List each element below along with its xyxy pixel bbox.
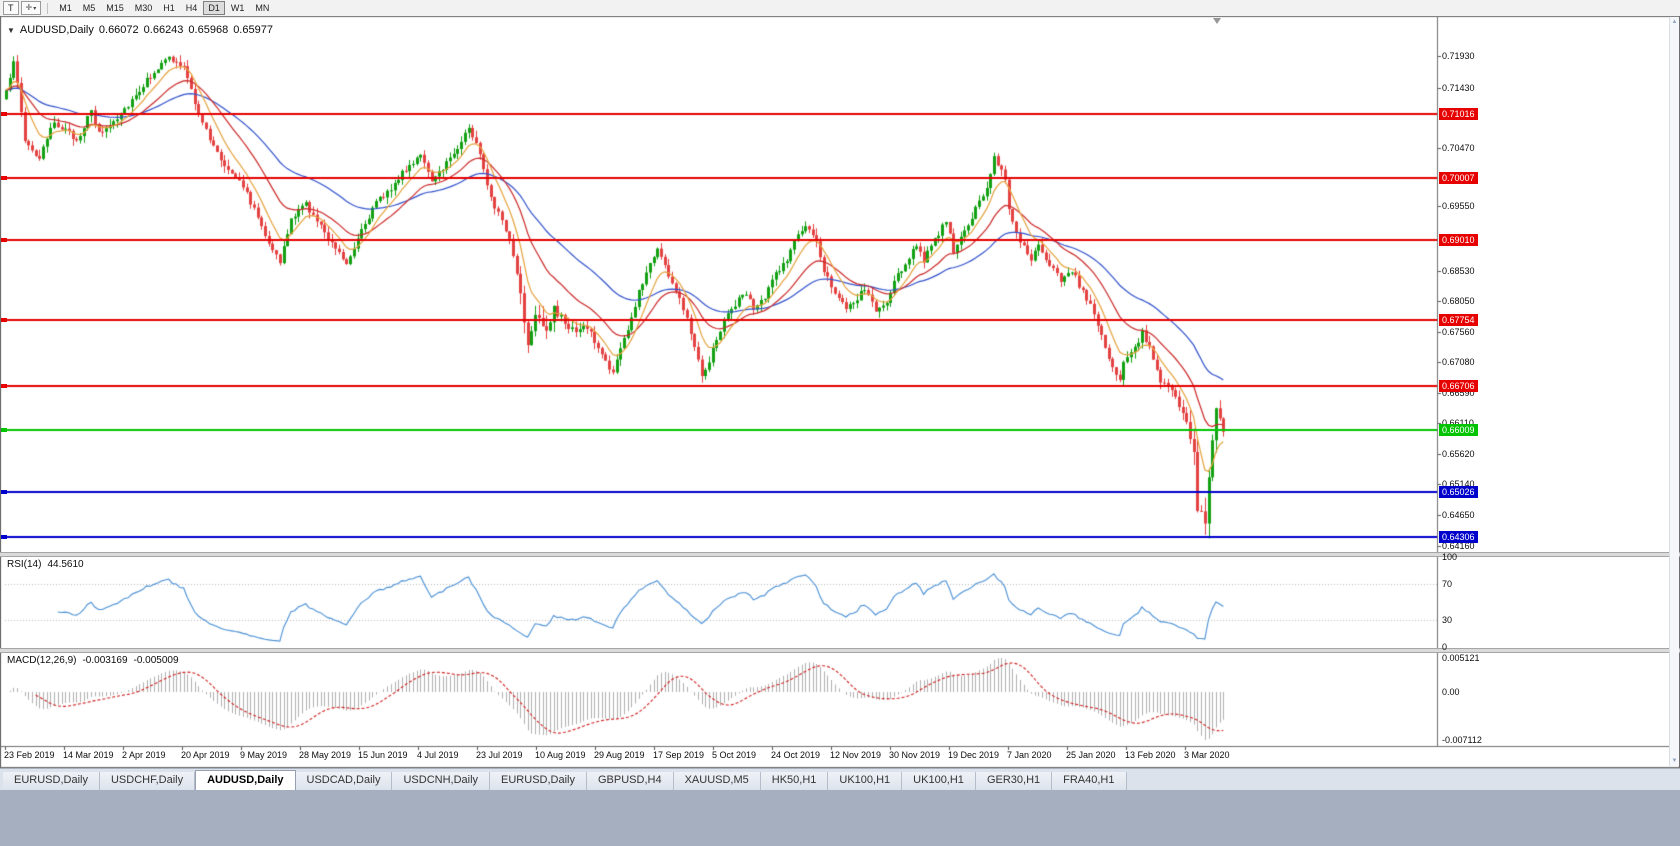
status-bar (0, 790, 1680, 846)
chart-symbol: AUDUSD,Daily (19, 24, 94, 36)
chart-tab-eurusd-daily-0[interactable]: EURUSD,Daily (3, 772, 100, 790)
template-button[interactable]: T (3, 1, 19, 15)
chart-tab-bar: EURUSD,Daily USDCHF,Daily AUDUSD,Daily USDC… (0, 768, 1680, 790)
timeframe-button-h1[interactable]: H1 (158, 1, 180, 15)
timeframe-buttons: M1 M5 M15 M30 H1 H4 D1 W1 MN (54, 1, 274, 15)
timeframe-button-m1[interactable]: M1 (54, 1, 77, 15)
chart-title: ▼ AUDUSD,Daily 0.66072 0.66243 0.65968 0.6597… (7, 24, 278, 36)
chart-tab-fra40-h1-12[interactable]: FRA40,H1 (1052, 772, 1127, 790)
chart-tab-audusd-daily-2[interactable]: AUDUSD,Daily (195, 770, 296, 790)
macd-panel-label: MACD(12,26,9) -0.003169 -0.005009 (7, 655, 185, 666)
chart-tab-eurusd-daily-5[interactable]: EURUSD,Daily (490, 772, 587, 790)
macd-signal-value: -0.005009 (133, 655, 179, 666)
ohlc-high: 0.66243 (143, 24, 184, 36)
timeframe-button-mn[interactable]: MN (250, 1, 274, 15)
rsi-panel-label: RSI(14) 44.5610 (7, 559, 90, 570)
timeframe-button-m30[interactable]: M30 (130, 1, 158, 15)
scroll-up-icon[interactable]: ▲ (1671, 19, 1678, 25)
timeframe-button-w1[interactable]: W1 (226, 1, 250, 15)
chart-tab-usdchf-daily-1[interactable]: USDCHF,Daily (99, 772, 196, 790)
chart-expand-icon: ▼ (7, 26, 15, 35)
cursor-tool-button[interactable]: ✛▾ (20, 1, 42, 15)
macd-panel-splitter[interactable] (0, 648, 1680, 653)
chart-tab-ger30-h1-11[interactable]: GER30,H1 (975, 772, 1053, 790)
scroll-down-icon[interactable]: ▼ (1671, 758, 1678, 764)
chart-tab-usdcad-daily-3[interactable]: USDCAD,Daily (295, 772, 393, 790)
dropdown-arrow-icon: ▾ (33, 6, 37, 12)
macd-name: MACD(12,26,9) (7, 655, 77, 666)
rsi-name: RSI(14) (7, 559, 42, 570)
ohlc-low: 0.65968 (188, 24, 229, 36)
timeframe-button-h4[interactable]: H4 (181, 1, 203, 15)
timeframe-toolbar: T ✛▾ M1 M5 M15 M30 H1 H4 D1 W1 MN (0, 0, 1680, 16)
crosshair-icon: ✛ (25, 3, 33, 12)
rsi-panel-splitter[interactable] (0, 552, 1680, 557)
ohlc-close: 0.65977 (233, 24, 273, 36)
chart-tab-uk100-h1-9[interactable]: UK100,H1 (828, 772, 903, 790)
chart-tab-gbpusd-h4-6[interactable]: GBPUSD,H4 (587, 772, 674, 790)
timeframe-button-d1[interactable]: D1 (203, 1, 225, 15)
toolbar-separator (47, 2, 49, 14)
vertical-scrollbar[interactable]: ▲ ▼ (1669, 17, 1679, 766)
timeframe-button-m15[interactable]: M15 (101, 1, 129, 15)
chart-tab-usdcnh-daily-4[interactable]: USDCNH,Daily (392, 772, 491, 790)
right-shift-marker[interactable] (1213, 18, 1221, 24)
timeframe-button-m5[interactable]: M5 (78, 1, 101, 15)
ohlc-open: 0.66072 (98, 24, 139, 36)
chart-tab-xauusd-m5-7[interactable]: XAUUSD,M5 (673, 772, 761, 790)
macd-main-value: -0.003169 (82, 655, 128, 666)
chart-tab-uk100-h1-10[interactable]: UK100,H1 (902, 772, 976, 790)
chart-tab-hk50-h1-8[interactable]: HK50,H1 (760, 772, 829, 790)
rsi-value: 44.5610 (47, 559, 84, 570)
